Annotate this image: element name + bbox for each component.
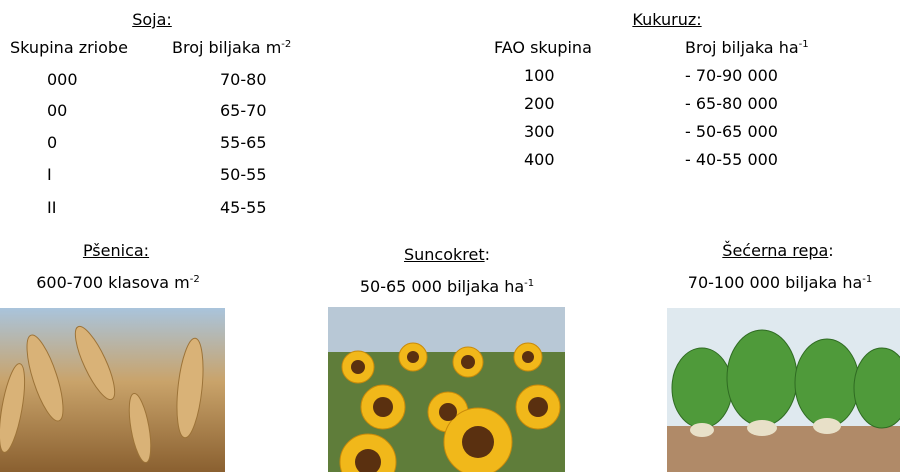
superscript: -1 xyxy=(524,278,534,289)
name: Suncokret xyxy=(404,245,485,264)
group-cell: 00 xyxy=(47,101,67,121)
crop-name: Šećerna repa: xyxy=(722,241,833,261)
density-cell: - 70-90 000 xyxy=(685,66,778,86)
density-cell: 50-55 xyxy=(220,165,267,185)
fao-cell: 300 xyxy=(524,122,555,142)
crop-name: Pšenica: xyxy=(83,241,149,261)
crop-density: 70-100 000 biljaka ha-1 xyxy=(688,273,872,293)
density-cell: 45-55 xyxy=(220,198,267,218)
kukuruz-title: Kukuruz: xyxy=(632,10,701,30)
superscript: -2 xyxy=(281,39,291,50)
fao-cell: 400 xyxy=(524,150,555,170)
density-text: 70-100 000 biljaka ha xyxy=(688,273,863,292)
name: Pšenica: xyxy=(83,241,149,260)
density-cell: - 65-80 000 xyxy=(685,94,778,114)
header-text: Broj biljaka m xyxy=(172,38,281,57)
density-text: 600-700 klasova m xyxy=(36,273,190,292)
group-cell: I xyxy=(47,165,52,185)
crop-density: 600-700 klasova m-2 xyxy=(36,273,200,293)
header-text: Broj biljaka ha xyxy=(685,38,799,57)
suffix: : xyxy=(485,245,490,264)
page: Soja: Skupina zriobe Broj biljaka m-2 00… xyxy=(0,0,900,472)
group-cell: 0 xyxy=(47,133,57,153)
wheat-image xyxy=(0,308,225,472)
superscript: -1 xyxy=(799,39,809,50)
kukuruz-header: Broj biljaka ha-1 xyxy=(685,38,809,58)
crop-name: Suncokret: xyxy=(404,245,490,265)
density-cell: - 40-55 000 xyxy=(685,150,778,170)
sugar-beet-image xyxy=(667,308,900,472)
soja-header: Broj biljaka m-2 xyxy=(172,38,291,58)
superscript: -1 xyxy=(862,274,872,285)
sunflower-image xyxy=(328,307,565,472)
superscript: -2 xyxy=(190,274,200,285)
group-cell: II xyxy=(47,198,56,218)
kukuruz-header: FAO skupina xyxy=(494,38,592,58)
density-cell: 70-80 xyxy=(220,70,267,90)
density-cell: 65-70 xyxy=(220,101,267,121)
soja-title: Soja: xyxy=(132,10,172,30)
crop-density: 50-65 000 biljaka ha-1 xyxy=(360,277,534,297)
suffix: : xyxy=(828,241,833,260)
group-cell: 000 xyxy=(47,70,78,90)
fao-cell: 200 xyxy=(524,94,555,114)
density-text: 50-65 000 biljaka ha xyxy=(360,277,524,296)
soja-header: Skupina zriobe xyxy=(10,38,128,58)
fao-cell: 100 xyxy=(524,66,555,86)
density-cell: - 50-65 000 xyxy=(685,122,778,142)
name: Šećerna repa xyxy=(722,241,828,260)
density-cell: 55-65 xyxy=(220,133,267,153)
